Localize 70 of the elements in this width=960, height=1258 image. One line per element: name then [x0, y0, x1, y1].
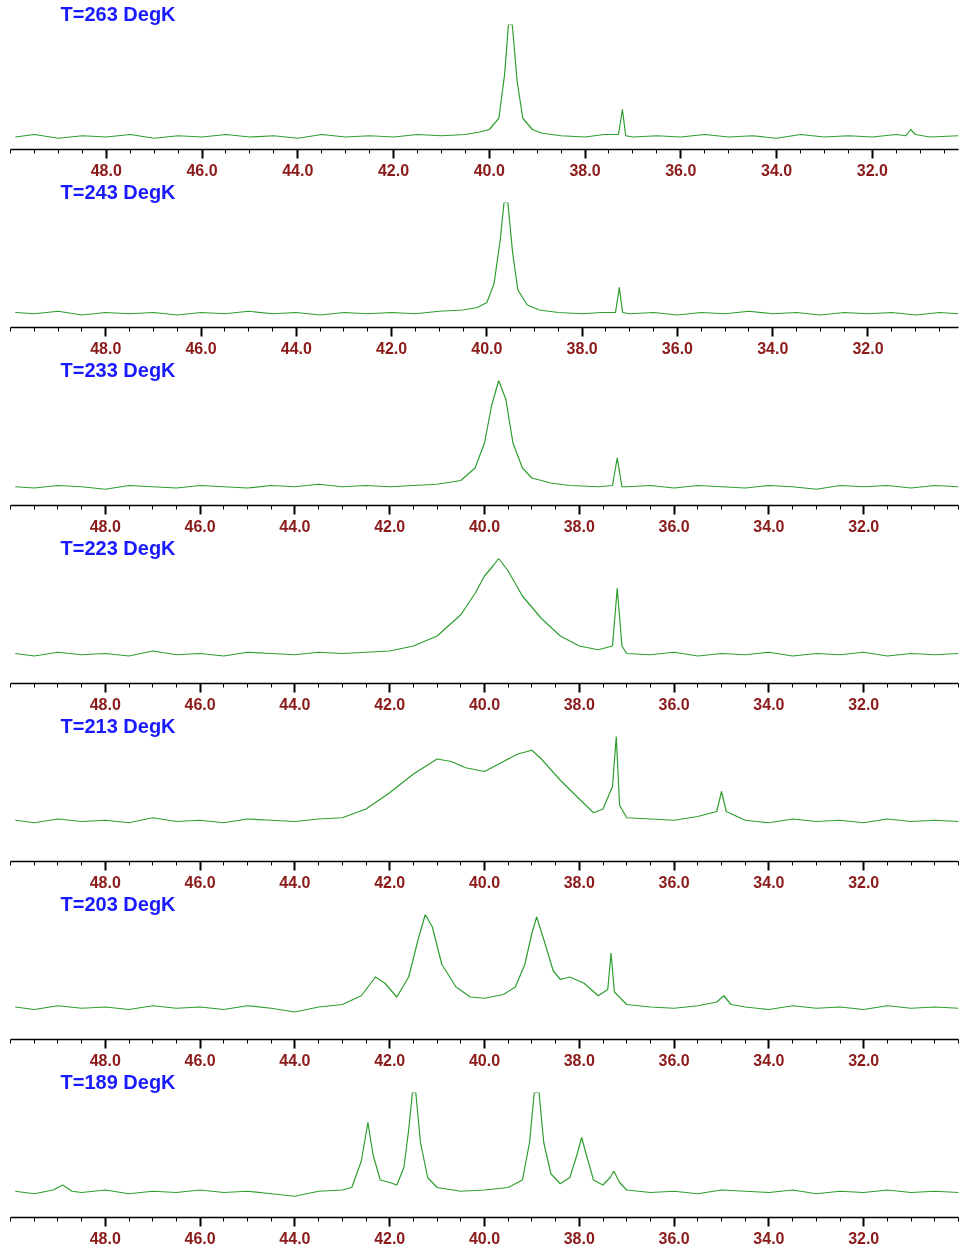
x-tick-label: 36.0: [661, 339, 694, 357]
x-tick-label: 36.0: [658, 1051, 690, 1069]
x-tick-label: 40.0: [468, 695, 501, 713]
x-tick-label: 46.0: [185, 339, 217, 357]
x-tick-label: 38.0: [569, 161, 601, 179]
x-tick-label: 32.0: [848, 695, 880, 713]
x-tick-label: 44.0: [279, 873, 311, 891]
x-tick-label: 42.0: [374, 517, 406, 535]
x-tick-label: 34.0: [753, 873, 785, 891]
chart-title: T=243 DegK: [60, 180, 177, 203]
x-tick-label: 32.0: [848, 1229, 880, 1247]
x-tick-label: 48.0: [89, 1229, 121, 1247]
x-tick-label: 42.0: [377, 161, 410, 179]
x-tick-label: 48.0: [89, 873, 121, 891]
x-tick-label: 34.0: [753, 1229, 785, 1247]
x-tick-label: 44.0: [280, 339, 312, 357]
x-tick-label: 36.0: [665, 161, 697, 179]
x-tick-label: 32.0: [848, 1051, 880, 1069]
x-tick-label: 48.0: [89, 517, 121, 535]
x-tick-label: 40.0: [468, 517, 501, 535]
x-tick-label: 42.0: [374, 1229, 406, 1247]
x-tick-label: 34.0: [753, 695, 785, 713]
chart-title: T=189 DegK: [60, 1070, 177, 1093]
x-tick-label: 44.0: [279, 1051, 311, 1069]
x-tick-label: 40.0: [471, 339, 503, 357]
x-tick-label: 38.0: [563, 695, 595, 713]
x-tick-label: 40.0: [468, 873, 501, 891]
x-tick-label: 46.0: [184, 1229, 216, 1247]
chart-title: T=203 DegK: [60, 892, 177, 915]
x-tick-label: 38.0: [566, 339, 598, 357]
x-tick-label: 32.0: [852, 339, 884, 357]
x-tick-label: 46.0: [184, 695, 216, 713]
x-tick-label: 36.0: [658, 1229, 690, 1247]
chart-title: T=223 DegK: [60, 536, 177, 559]
x-tick-label: 46.0: [184, 1051, 216, 1069]
chart-title: T=233 DegK: [60, 358, 177, 381]
x-tick-label: 34.0: [757, 339, 789, 357]
x-tick-label: 48.0: [89, 695, 121, 713]
x-tick-label: 38.0: [563, 517, 595, 535]
x-tick-label: 36.0: [658, 873, 690, 891]
x-tick-label: 42.0: [374, 873, 406, 891]
chart-title: T=263 DegK: [60, 2, 177, 25]
x-tick-label: 34.0: [753, 517, 785, 535]
x-tick-label: 40.0: [468, 1051, 501, 1069]
x-tick-label: 36.0: [658, 695, 690, 713]
x-tick-label: 46.0: [184, 517, 216, 535]
x-tick-label: 42.0: [374, 1051, 406, 1069]
chart-title: T=213 DegK: [60, 714, 177, 737]
x-tick-label: 40.0: [473, 161, 505, 179]
x-tick-label: 34.0: [753, 1051, 785, 1069]
x-tick-label: 42.0: [376, 339, 408, 357]
x-tick-label: 46.0: [186, 161, 218, 179]
x-tick-label: 34.0: [760, 161, 793, 179]
x-tick-label: 32.0: [848, 517, 880, 535]
x-tick-label: 46.0: [184, 873, 216, 891]
x-tick-label: 44.0: [282, 161, 314, 179]
x-tick-label: 38.0: [563, 873, 595, 891]
x-tick-label: 42.0: [374, 695, 406, 713]
x-tick-label: 48.0: [89, 1051, 121, 1069]
x-tick-label: 38.0: [563, 1229, 595, 1247]
x-tick-label: 36.0: [658, 517, 690, 535]
x-tick-label: 32.0: [856, 161, 888, 179]
x-tick-label: 48.0: [90, 161, 122, 179]
x-tick-label: 44.0: [279, 1229, 311, 1247]
x-tick-label: 40.0: [468, 1229, 501, 1247]
x-tick-label: 32.0: [848, 873, 880, 891]
x-tick-label: 48.0: [90, 339, 122, 357]
x-tick-label: 44.0: [279, 517, 311, 535]
x-tick-label: 38.0: [563, 1051, 595, 1069]
x-tick-label: 44.0: [279, 695, 311, 713]
